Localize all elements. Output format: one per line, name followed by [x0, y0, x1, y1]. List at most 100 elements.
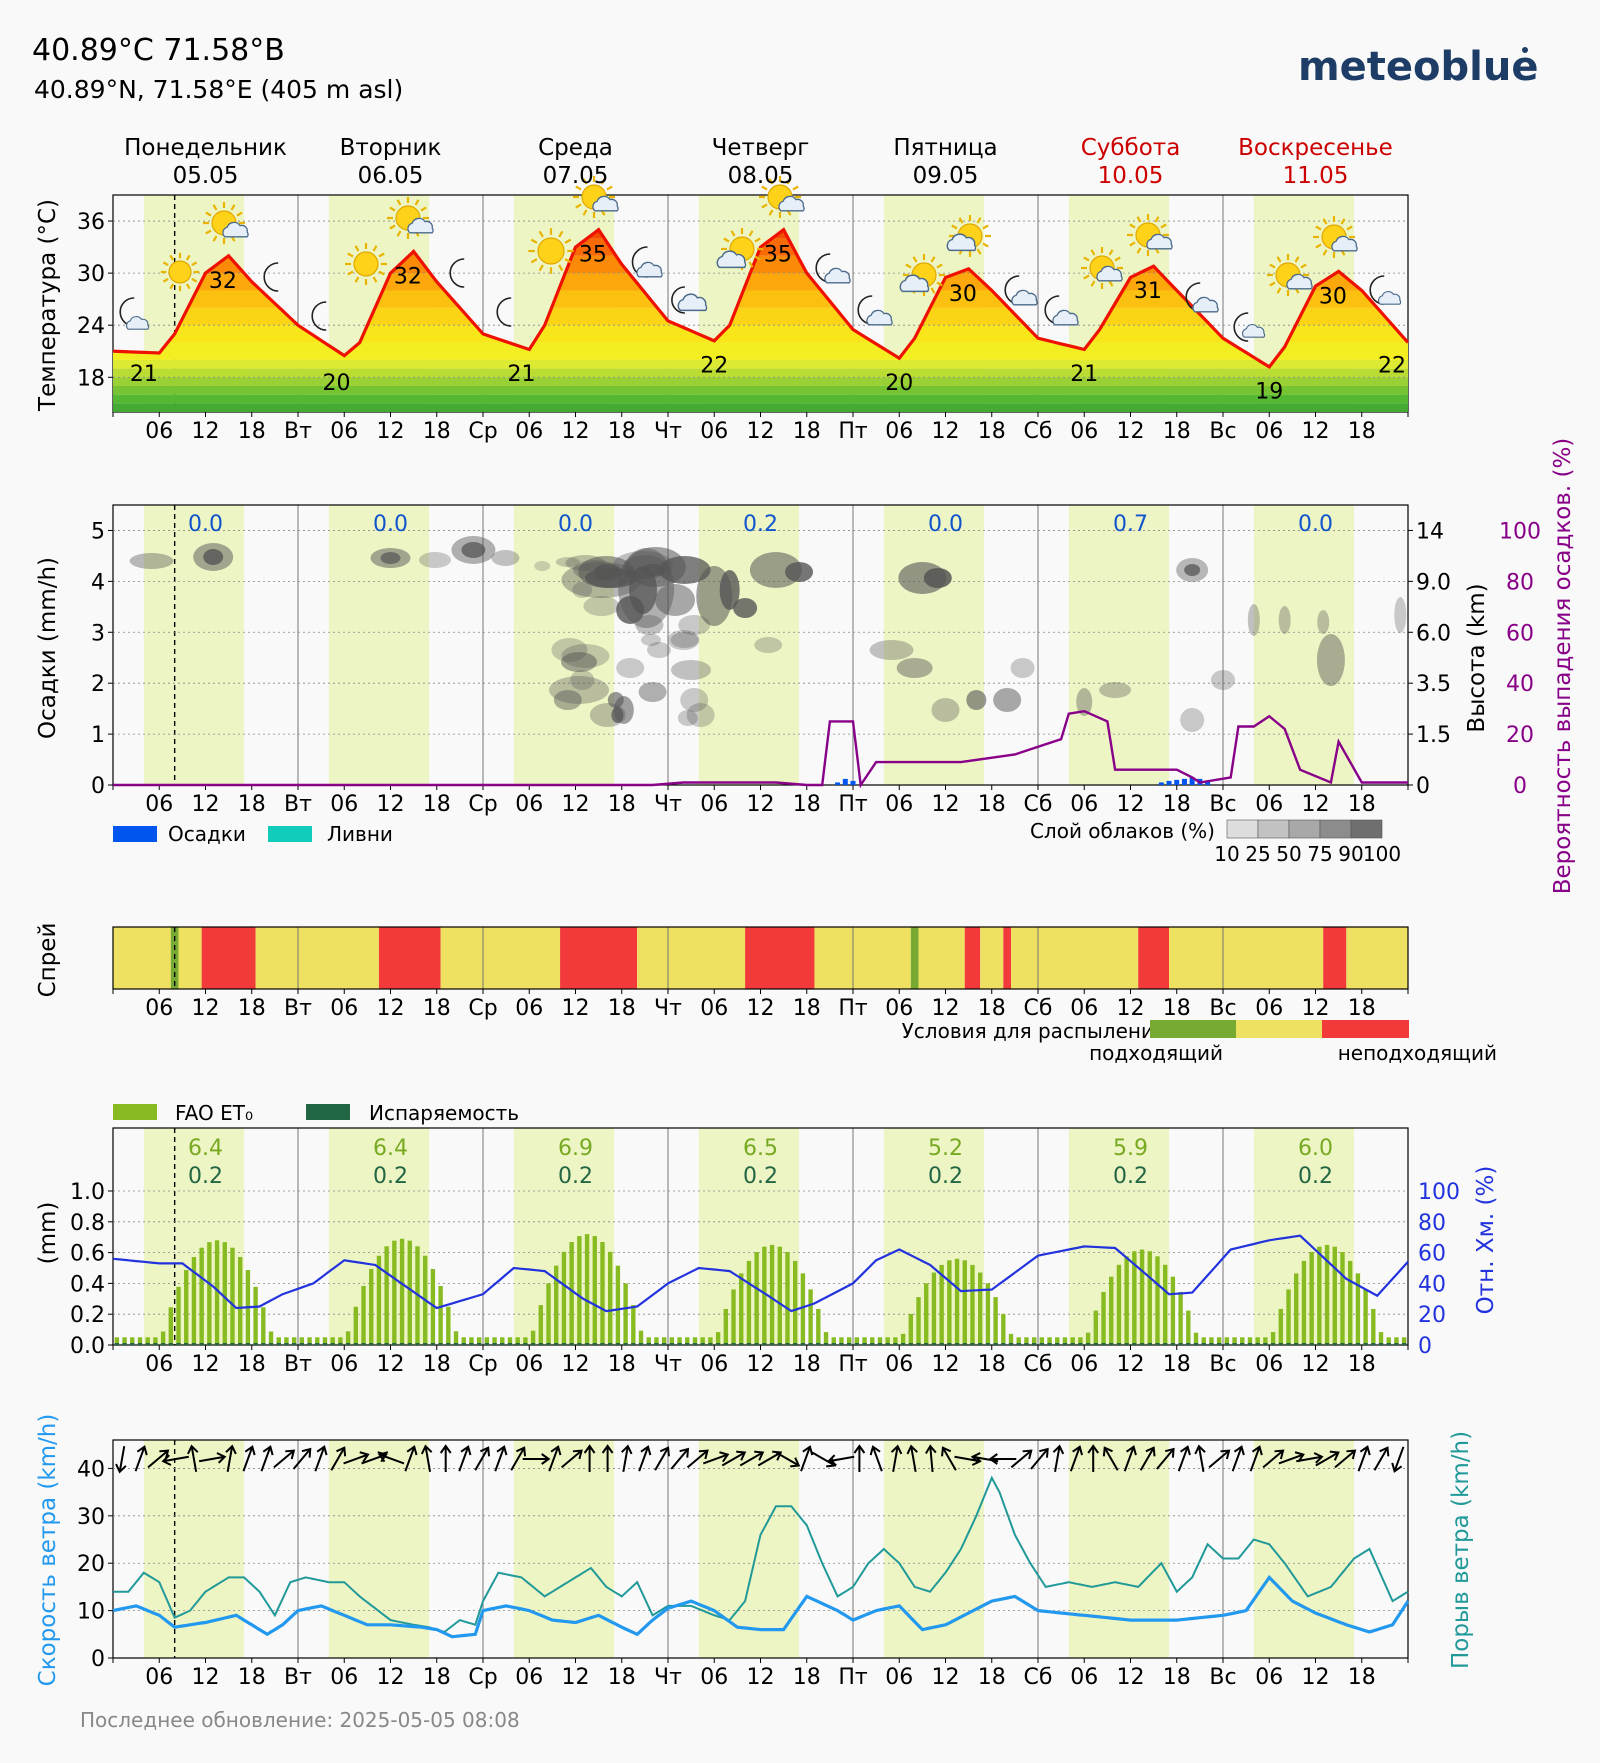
evap-bar	[1109, 1343, 1114, 1345]
hour-tick-label: 12	[562, 1665, 590, 1690]
evap-bar	[461, 1343, 466, 1345]
evap-bar	[345, 1343, 351, 1345]
wind-direction-arrow	[1156, 1447, 1175, 1470]
sun-ray	[538, 264, 544, 272]
cloud-icon	[778, 195, 805, 212]
spray-segment	[255, 927, 379, 989]
spray-segment	[201, 927, 256, 989]
cloud-layer-area	[638, 682, 667, 702]
et0-bar	[1363, 1289, 1368, 1345]
arrow-shaft	[1010, 1449, 1032, 1469]
hour-tick-label: 06	[515, 1352, 543, 1377]
cloud-icon	[1011, 289, 1038, 306]
spray-legend-title: Условия для распыления	[902, 1019, 1166, 1043]
daily-evap-value: 0.2	[558, 1164, 593, 1189]
cloud-layer-area	[491, 550, 520, 566]
wind-direction-arrow	[161, 1454, 189, 1466]
evap-bar	[330, 1343, 335, 1345]
humidity-line	[112, 1234, 1409, 1313]
height-tick-label: 9.0	[1416, 570, 1451, 595]
et0-bar	[823, 1332, 829, 1345]
mm-tick-label: 0.0	[70, 1334, 105, 1359]
spray-segment	[745, 927, 815, 989]
wind-direction-arrow	[1177, 1445, 1191, 1472]
arrow-head	[439, 1444, 452, 1454]
arrow-shaft	[494, 1446, 506, 1472]
cloud-shape	[1378, 291, 1402, 305]
weather-icons	[119, 176, 1402, 342]
prob-tick-label: 80	[1506, 570, 1534, 595]
arrow-head	[698, 1449, 709, 1460]
et0-bar	[631, 1305, 636, 1345]
evap-bar	[916, 1343, 921, 1345]
daylight-band	[328, 505, 430, 785]
sun-ray	[930, 287, 936, 294]
cloud-layer-area	[555, 557, 580, 567]
et0-bar	[592, 1236, 597, 1345]
et0-bar	[1031, 1337, 1037, 1345]
wind-direction-arrow	[225, 1444, 237, 1472]
wind-panel: 06 12 18 Вт 06 12 18 Ср 06 12 18 Чт 06 12 18 Пт 06 12 18 Сб…	[77, 1439, 1410, 1690]
evap-bar	[1324, 1343, 1330, 1345]
et0-bar	[685, 1337, 690, 1345]
cloud-layer-area	[551, 638, 588, 662]
day-tick-label: Пт	[838, 996, 868, 1021]
evap-bar	[577, 1343, 582, 1345]
et0-bar	[1055, 1337, 1060, 1345]
hour-tick-label: 12	[562, 996, 590, 1021]
cloud-layer-area	[667, 630, 700, 650]
et0-bar	[731, 1289, 736, 1345]
sun-ray	[354, 276, 360, 283]
hour-tick-label: 12	[747, 419, 775, 444]
day-tick-label: Вс	[1209, 996, 1236, 1021]
hour-tick-label: 18	[978, 1665, 1006, 1690]
arrow-head	[1087, 1444, 1100, 1454]
et0-bar	[1147, 1251, 1152, 1345]
day-date: 11.05	[1283, 163, 1349, 189]
et0-bar	[623, 1283, 628, 1345]
et0-bar	[1047, 1337, 1052, 1345]
evap-bar	[931, 1343, 937, 1345]
spray-segment	[637, 927, 746, 989]
arrow-shaft	[1177, 1446, 1189, 1472]
arrow-head	[1251, 1445, 1263, 1456]
arrow-shaft	[1103, 1447, 1119, 1471]
hour-tick-label: 12	[192, 1665, 220, 1690]
arrow-head	[572, 1449, 583, 1460]
precip-tick-label: 4	[91, 570, 105, 595]
sun-ray	[936, 281, 943, 287]
cloud-shape	[824, 267, 851, 284]
evap-bar	[338, 1343, 343, 1345]
cloud-shape	[946, 233, 977, 252]
et0-bar	[1317, 1246, 1322, 1345]
cloud-shape	[1242, 324, 1266, 338]
et0-bar	[1224, 1337, 1230, 1345]
height-tick-label: 0	[1416, 774, 1430, 799]
arrow-shaft	[147, 1449, 169, 1469]
sun-ray	[378, 252, 385, 258]
temp-band	[113, 359, 1408, 369]
arrow-head	[406, 1445, 418, 1456]
arrow-head	[187, 1444, 199, 1455]
hour-tick-label: 12	[377, 792, 405, 817]
et0-bar	[469, 1337, 474, 1345]
sun-ray	[1108, 249, 1114, 256]
hour-tick-label: 18	[793, 792, 821, 817]
cloud-layer-area	[1180, 708, 1205, 732]
cloud-scale-label: 10	[1214, 842, 1239, 866]
cloud-layer-area	[1278, 606, 1291, 634]
arrow-head	[719, 1451, 730, 1463]
wind-direction-arrow	[686, 1449, 709, 1469]
et0-bar	[453, 1331, 459, 1345]
evap-bar	[769, 1343, 775, 1345]
arrow-head	[262, 1445, 274, 1456]
evap-bar	[954, 1343, 960, 1345]
hour-tick-label: 12	[377, 419, 405, 444]
et0-bar	[500, 1337, 505, 1345]
arrow-shaft	[1249, 1446, 1261, 1472]
prob-tick-label: 100	[1499, 519, 1541, 544]
precip-tick-label: 0	[91, 774, 105, 799]
evap-bar	[469, 1343, 474, 1345]
day-tick-label: Сб	[1024, 419, 1053, 444]
